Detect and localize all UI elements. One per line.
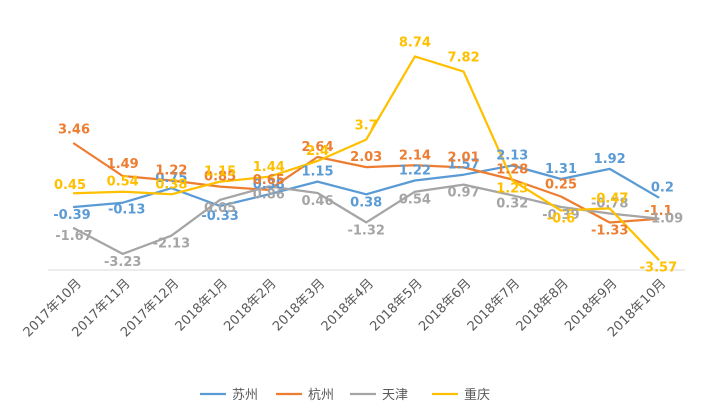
data-label: -1.67 [55, 229, 92, 244]
data-label: 2.14 [399, 148, 431, 163]
data-label: -0.47 [591, 191, 628, 206]
data-label: -1.33 [591, 224, 628, 239]
data-label: 0.65 [253, 173, 285, 188]
legend-label: 天津 [382, 388, 408, 403]
data-label: 1.22 [399, 164, 431, 179]
series-line-2 [72, 183, 660, 256]
data-label: 1.22 [155, 164, 187, 179]
legend-label: 杭州 [308, 388, 334, 403]
data-label: 0.86 [253, 187, 285, 202]
data-label: 0.54 [107, 175, 139, 190]
data-label: 0.38 [350, 195, 382, 210]
legend-label: 重庆 [464, 387, 490, 403]
series-line-1 [72, 142, 660, 224]
data-label: -0.13 [108, 203, 145, 218]
data-label: -0.78 [591, 197, 628, 212]
data-label: 0.54 [399, 193, 431, 208]
data-label: 0.46 [301, 194, 333, 209]
data-label: 1.15 [204, 165, 236, 180]
data-label: 0.97 [448, 186, 480, 201]
data-label: -1.09 [646, 212, 683, 227]
data-label: 3.46 [58, 123, 90, 138]
data-label: 0.38 [253, 177, 285, 192]
data-label: 1.15 [301, 165, 333, 180]
data-label: 2.03 [350, 150, 382, 165]
data-label: 8.74 [399, 35, 431, 50]
data-label: -1.32 [347, 223, 384, 238]
data-label: -0.39 [53, 208, 90, 223]
data-label: -0.39 [542, 208, 579, 223]
data-label: 1.57 [448, 158, 480, 173]
data-label: 2.4 [306, 144, 329, 159]
data-label: 0.2 [651, 180, 674, 195]
data-label: 1.31 [545, 162, 577, 177]
data-label: -3.57 [640, 261, 677, 276]
data-label: 0.05 [204, 201, 236, 216]
data-label: 2.01 [448, 150, 480, 165]
data-label: 1.23 [496, 181, 528, 196]
data-label: 1.44 [253, 160, 285, 175]
data-label: 0.32 [496, 196, 528, 211]
data-label: 1.49 [107, 157, 139, 172]
data-label: 0.75 [155, 171, 187, 186]
data-label: -0.33 [201, 209, 238, 224]
data-label: -3.23 [104, 255, 141, 270]
data-label: 0.45 [54, 178, 86, 193]
legend-label: 苏州 [232, 387, 258, 403]
data-label: 2.13 [496, 149, 528, 164]
data-label: 2.64 [301, 140, 333, 155]
data-label: 7.82 [448, 51, 480, 66]
data-label: -2.13 [153, 237, 190, 252]
data-label: 0.25 [545, 178, 577, 193]
series-line-0 [72, 164, 660, 209]
data-label: 1.92 [594, 152, 626, 167]
series-line-3 [72, 55, 660, 261]
data-label: 0.85 [204, 170, 236, 185]
data-label: 1.28 [496, 163, 528, 178]
data-label: 3.7 [355, 119, 378, 134]
data-label: -1.1 [644, 204, 672, 219]
data-label: 0.38 [155, 177, 187, 192]
data-label: -0.6 [547, 212, 575, 227]
